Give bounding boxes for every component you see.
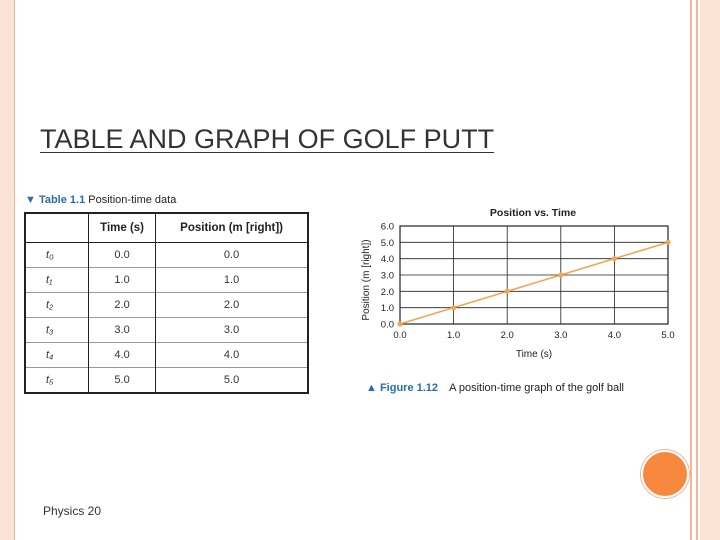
y-tick-label: 3.0 <box>381 271 394 282</box>
table-header-position: Position (m [right]) <box>155 213 308 243</box>
table-row: t₅ 5.0 5.0 <box>25 367 308 393</box>
data-point <box>558 272 564 278</box>
table-caption: ▼ Table 1.1 Position-time data <box>25 194 176 206</box>
data-point <box>504 288 510 294</box>
x-tick-label: 1.0 <box>447 330 460 341</box>
row-time: 1.0 <box>87 267 156 293</box>
y-tick-label: 0.0 <box>381 320 394 331</box>
row-label: t₅ <box>25 367 89 393</box>
y-tick-label: 1.0 <box>381 303 394 314</box>
data-point <box>397 321 403 327</box>
x-axis-label: Time (s) <box>516 349 552 360</box>
row-time: 3.0 <box>87 317 156 343</box>
row-time: 5.0 <box>87 367 156 393</box>
row-position: 5.0 <box>155 367 308 393</box>
figure-caption-text: A position-time graph of the golf ball <box>449 382 624 394</box>
row-label: t₁ <box>25 267 89 293</box>
x-tick-label: 2.0 <box>501 330 514 341</box>
row-time: 0.0 <box>87 242 156 268</box>
row-label: t₂ <box>25 292 89 318</box>
table-header-time: Time (s) <box>87 213 156 243</box>
table-caption-text: Position-time data <box>88 194 177 206</box>
position-time-table: Time (s) Position (m [right]) t₀ 0.0 0.0… <box>24 212 309 394</box>
table-number: ▼ Table 1.1 <box>25 194 86 206</box>
row-position: 4.0 <box>155 342 308 368</box>
row-time: 2.0 <box>87 292 156 318</box>
y-tick-label: 5.0 <box>381 238 394 249</box>
table-row: t₁ 1.0 1.0 <box>25 267 308 293</box>
row-label: t₄ <box>25 342 89 368</box>
y-tick-label: 6.0 <box>381 222 394 233</box>
data-point <box>665 239 671 245</box>
y-axis-label: Position (m [right]) <box>361 239 372 320</box>
table-row: t₀ 0.0 0.0 <box>25 242 308 268</box>
data-point <box>611 256 617 262</box>
row-label: t₃ <box>25 317 89 343</box>
x-tick-label: 3.0 <box>554 330 567 341</box>
y-tick-label: 2.0 <box>381 287 394 298</box>
row-position: 3.0 <box>155 317 308 343</box>
x-tick-label: 0.0 <box>393 330 406 341</box>
series-line <box>399 241 669 325</box>
chart-title: Position vs. Time <box>490 207 576 219</box>
row-position: 1.0 <box>155 267 308 293</box>
slide-title: TABLE AND GRAPH OF GOLF PUTT <box>40 124 495 154</box>
table-row: t₂ 2.0 2.0 <box>25 292 308 318</box>
table-row: t₄ 4.0 4.0 <box>25 342 308 368</box>
table-row: t₃ 3.0 3.0 <box>25 317 308 343</box>
x-tick-label: 4.0 <box>608 330 621 341</box>
right-decorative-border <box>690 0 720 540</box>
slide-footer: Physics 20 <box>43 504 102 518</box>
table-header-row: Time (s) Position (m [right]) <box>25 213 308 243</box>
table-header-label <box>25 213 89 243</box>
row-position: 2.0 <box>155 292 308 318</box>
x-tick-label: 5.0 <box>661 330 674 341</box>
left-decorative-border <box>0 0 15 540</box>
row-label: t₀ <box>25 242 89 268</box>
row-position: 0.0 <box>155 242 308 268</box>
position-time-chart: Position vs. Time 0.0 1.0 2.0 3.0 4.0 5.0 0.0 1… <box>361 207 675 360</box>
y-tick-label: 4.0 <box>381 254 394 265</box>
figure-number: ▲ Figure 1.12 <box>366 382 439 394</box>
row-time: 4.0 <box>87 342 156 368</box>
decorative-circle <box>641 450 689 498</box>
figure-caption: ▲ Figure 1.12 A position-time graph of t… <box>366 382 624 394</box>
data-point <box>451 305 457 311</box>
